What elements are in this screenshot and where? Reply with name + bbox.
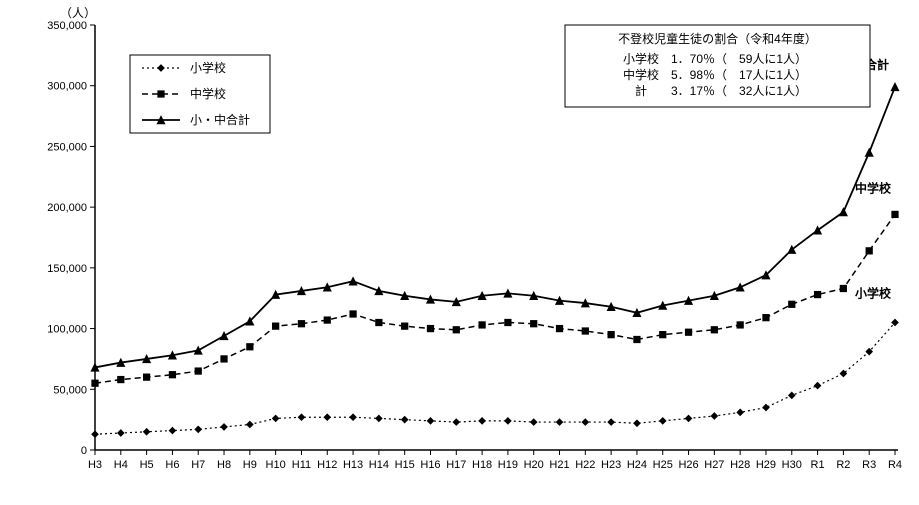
series-marker-junior [531, 321, 537, 327]
svg-text:H3: H3 [88, 459, 102, 471]
series-end-label-junior: 中学校 [855, 180, 892, 195]
svg-text:（人）: （人） [60, 6, 96, 20]
svg-text:H8: H8 [217, 459, 231, 471]
svg-text:R2: R2 [836, 459, 850, 471]
svg-text:0: 0 [81, 445, 87, 457]
info-box: 不登校児童生徒の割合（令和4年度） 小学校 1．70％（ 59人に1人）中学校 5… [565, 25, 870, 107]
series-marker-junior [402, 323, 408, 329]
line-chart: 0 50,000 100,000 150,000 200,000 250,000 300,0… [0, 0, 919, 505]
series-marker-junior [789, 301, 795, 307]
svg-text:H7: H7 [191, 459, 205, 471]
svg-text:H10: H10 [266, 459, 286, 471]
info-box-title: 不登校児童生徒の割合（令和4年度） [618, 31, 817, 46]
info-box-line: 計 3．17％（ 32人に1人） [623, 83, 807, 98]
svg-text:H13: H13 [343, 459, 363, 471]
series-marker-junior [685, 329, 691, 335]
svg-text:H19: H19 [498, 459, 518, 471]
series-marker-junior [453, 327, 459, 333]
series-marker-junior [737, 322, 743, 328]
series-marker-junior [634, 336, 640, 342]
info-box-line: 中学校 5．98％（ 17人に1人） [623, 67, 807, 82]
svg-text:H23: H23 [601, 459, 621, 471]
series-marker-junior [866, 248, 872, 254]
svg-text:H14: H14 [369, 459, 389, 471]
svg-text:H28: H28 [730, 459, 750, 471]
svg-text:150,000: 150,000 [47, 263, 87, 275]
series-marker-junior [840, 285, 846, 291]
series-marker-junior [427, 325, 433, 331]
series-marker-junior [892, 211, 898, 217]
legend-label-junior: 中学校 [190, 86, 226, 101]
svg-text:H11: H11 [292, 459, 311, 471]
series-marker-junior [556, 325, 562, 331]
series-marker-junior [479, 322, 485, 328]
series-marker-junior [350, 311, 356, 317]
series-marker-junior [195, 368, 201, 374]
chart-container: 0 50,000 100,000 150,000 200,000 250,000 300,0… [0, 0, 919, 505]
series-marker-junior [324, 317, 330, 323]
series-marker-junior [169, 372, 175, 378]
svg-text:H25: H25 [653, 459, 673, 471]
svg-text:H18: H18 [472, 459, 492, 471]
series-end-label-elementary: 小学校 [855, 286, 892, 301]
series-marker-junior [92, 380, 98, 386]
svg-text:H24: H24 [627, 459, 647, 471]
series-marker-junior [660, 332, 666, 338]
series-marker-junior [608, 332, 614, 338]
series-marker-junior [711, 327, 717, 333]
svg-text:H21: H21 [549, 459, 569, 471]
series-marker-junior [221, 356, 227, 362]
svg-text:200,000: 200,000 [47, 202, 87, 214]
svg-text:H22: H22 [575, 459, 595, 471]
legend-label-elementary: 小学校 [190, 60, 226, 75]
series-marker-junior [814, 291, 820, 297]
svg-text:R1: R1 [811, 459, 825, 471]
svg-text:R4: R4 [888, 459, 902, 471]
legend-label-total: 小・中合計 [190, 112, 250, 127]
svg-text:H15: H15 [395, 459, 415, 471]
svg-text:H16: H16 [420, 459, 440, 471]
svg-text:H30: H30 [782, 459, 802, 471]
series-marker-junior [247, 344, 253, 350]
series-marker-junior [143, 374, 149, 380]
svg-text:350,000: 350,000 [47, 20, 87, 32]
svg-text:H26: H26 [678, 459, 698, 471]
svg-text:H12: H12 [317, 459, 337, 471]
svg-text:H5: H5 [140, 459, 154, 471]
svg-text:H27: H27 [704, 459, 724, 471]
svg-text:H29: H29 [756, 459, 776, 471]
series-marker-junior [376, 319, 382, 325]
series-marker-junior [763, 315, 769, 321]
svg-text:50,000: 50,000 [53, 384, 87, 396]
svg-text:H9: H9 [243, 459, 257, 471]
svg-text:250,000: 250,000 [47, 141, 87, 153]
legend: 小学校中学校小・中合計 [130, 55, 270, 133]
info-box-line: 小学校 1．70％（ 59人に1人） [623, 51, 807, 66]
series-marker-junior [273, 323, 279, 329]
series-marker-junior [582, 328, 588, 334]
svg-text:H4: H4 [114, 459, 128, 471]
svg-text:300,000: 300,000 [47, 81, 87, 93]
svg-text:100,000: 100,000 [47, 324, 87, 336]
series-marker-junior [118, 376, 124, 382]
svg-text:H6: H6 [165, 459, 179, 471]
svg-text:H17: H17 [446, 459, 466, 471]
series-marker-junior [505, 319, 511, 325]
series-marker-junior [298, 321, 304, 327]
svg-text:H20: H20 [524, 459, 544, 471]
svg-text:R3: R3 [862, 459, 876, 471]
